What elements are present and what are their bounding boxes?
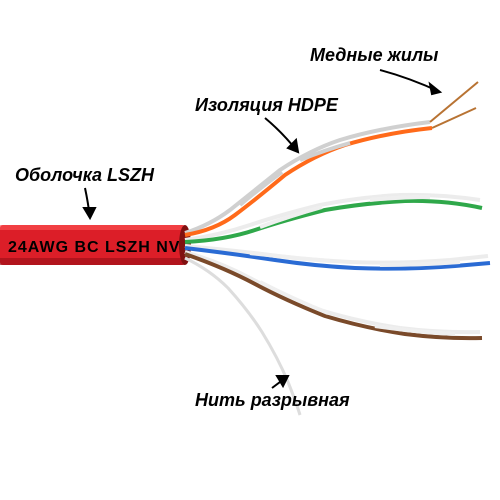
- label-lszh-jacket: Оболочка LSZH: [15, 165, 154, 186]
- label-copper-conductors: Медные жилы: [310, 45, 438, 66]
- wire-pair-blue: [185, 246, 490, 269]
- cable-jacket: 24AWG BC LSZH NV: [0, 225, 191, 265]
- svg-text:24AWG BC LSZH NV: 24AWG BC LSZH NV: [8, 239, 180, 256]
- label-hdpe-insulation: Изоляция HDPE: [195, 95, 338, 116]
- cable-diagram: 24AWG BC LSZH NV: [0, 0, 500, 500]
- label-rip-cord: Нить разрывная: [195, 390, 350, 411]
